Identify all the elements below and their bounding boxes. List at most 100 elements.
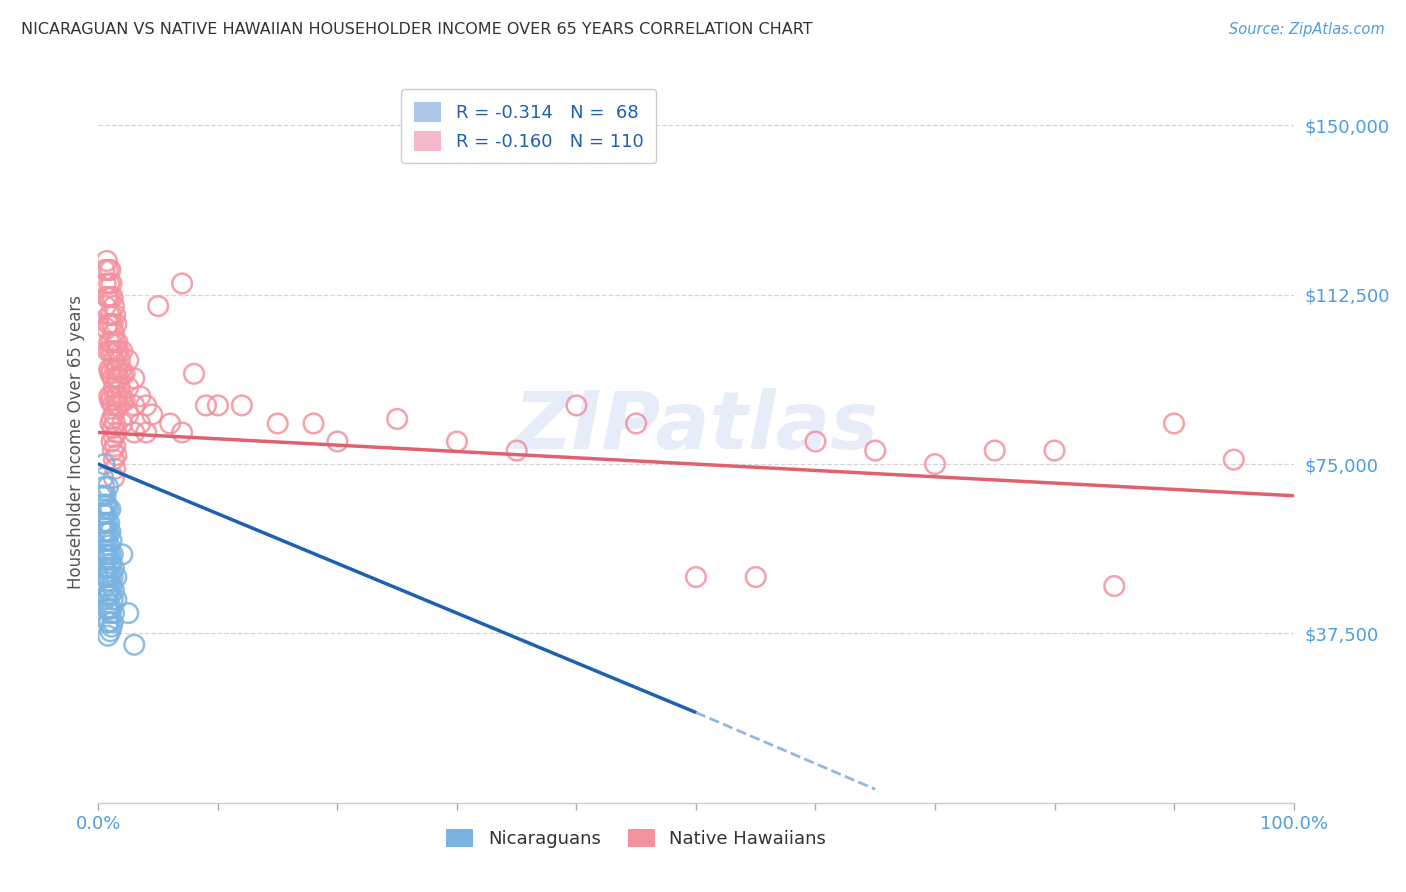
Y-axis label: Householder Income Over 65 years: Householder Income Over 65 years <box>66 294 84 589</box>
Point <box>101 290 124 304</box>
Point <box>100 308 122 322</box>
Point <box>93 498 115 512</box>
Point <box>103 452 125 467</box>
Point <box>108 380 131 394</box>
Point <box>110 389 132 403</box>
Point <box>1163 417 1185 431</box>
Point <box>97 601 120 615</box>
Point <box>96 321 118 335</box>
Point <box>96 601 118 615</box>
Point <box>172 277 194 291</box>
Point <box>98 389 121 403</box>
Point <box>94 592 117 607</box>
Point <box>98 624 122 639</box>
Point <box>103 561 125 575</box>
Point <box>135 398 157 412</box>
Point <box>105 592 128 607</box>
Point <box>1104 579 1126 593</box>
Point <box>141 408 163 422</box>
Legend: Nicaraguans, Native Hawaiians: Nicaraguans, Native Hawaiians <box>439 822 834 855</box>
Point <box>124 425 146 440</box>
Point <box>94 277 117 291</box>
Point <box>104 417 127 431</box>
Point <box>98 335 121 350</box>
Point <box>183 367 205 381</box>
Point <box>207 398 229 412</box>
Point <box>117 606 139 620</box>
Point <box>100 557 122 571</box>
Point <box>104 362 127 376</box>
Point <box>105 398 128 412</box>
Point <box>97 570 120 584</box>
Point <box>114 393 136 408</box>
Point <box>93 516 115 530</box>
Point <box>98 516 121 530</box>
Point <box>100 620 122 634</box>
Point <box>104 389 127 403</box>
Point <box>94 524 117 539</box>
Point <box>129 417 152 431</box>
Point <box>195 398 218 412</box>
Point <box>111 417 134 431</box>
Point <box>302 417 325 431</box>
Point <box>231 398 253 412</box>
Point <box>98 502 122 516</box>
Point <box>100 533 122 548</box>
Point <box>96 588 118 602</box>
Point <box>94 579 117 593</box>
Point <box>101 398 124 412</box>
Point <box>107 389 129 403</box>
Point <box>91 489 114 503</box>
Point <box>98 417 122 431</box>
Point <box>103 408 125 422</box>
Point <box>117 408 139 422</box>
Point <box>124 638 146 652</box>
Point <box>103 583 125 598</box>
Point <box>93 533 115 548</box>
Point <box>101 615 124 630</box>
Point <box>103 353 125 368</box>
Point <box>97 615 120 630</box>
Point <box>98 362 121 376</box>
Point <box>97 629 120 643</box>
Point <box>385 412 409 426</box>
Point <box>96 570 118 584</box>
Point <box>96 253 118 268</box>
Point <box>107 344 129 359</box>
Point <box>97 317 120 331</box>
Point <box>98 606 122 620</box>
Point <box>626 417 648 431</box>
Point <box>924 457 946 471</box>
Point <box>97 290 120 304</box>
Point <box>101 548 124 562</box>
Point <box>117 353 139 368</box>
Point <box>135 425 157 440</box>
Point <box>108 353 131 368</box>
Point <box>93 457 115 471</box>
Point <box>91 470 114 484</box>
Point <box>1043 443 1066 458</box>
Point <box>100 277 122 291</box>
Text: ZIPatlas: ZIPatlas <box>513 388 879 467</box>
Point <box>94 542 117 557</box>
Point <box>103 299 125 313</box>
Point <box>98 615 121 630</box>
Point <box>97 344 120 359</box>
Point <box>98 561 121 575</box>
Point <box>105 371 128 385</box>
Point <box>97 502 120 516</box>
Point <box>105 570 128 584</box>
Point <box>1223 452 1246 467</box>
Point <box>98 583 121 598</box>
Point <box>103 380 125 394</box>
Text: NICARAGUAN VS NATIVE HAWAIIAN HOUSEHOLDER INCOME OVER 65 YEARS CORRELATION CHART: NICARAGUAN VS NATIVE HAWAIIAN HOUSEHOLDE… <box>21 22 813 37</box>
Point <box>101 421 124 435</box>
Point <box>105 317 128 331</box>
Point <box>98 263 122 277</box>
Point <box>91 507 114 521</box>
Point <box>984 443 1007 458</box>
Text: Source: ZipAtlas.com: Source: ZipAtlas.com <box>1229 22 1385 37</box>
Point <box>104 439 127 453</box>
Point <box>172 425 194 440</box>
Point <box>745 570 768 584</box>
